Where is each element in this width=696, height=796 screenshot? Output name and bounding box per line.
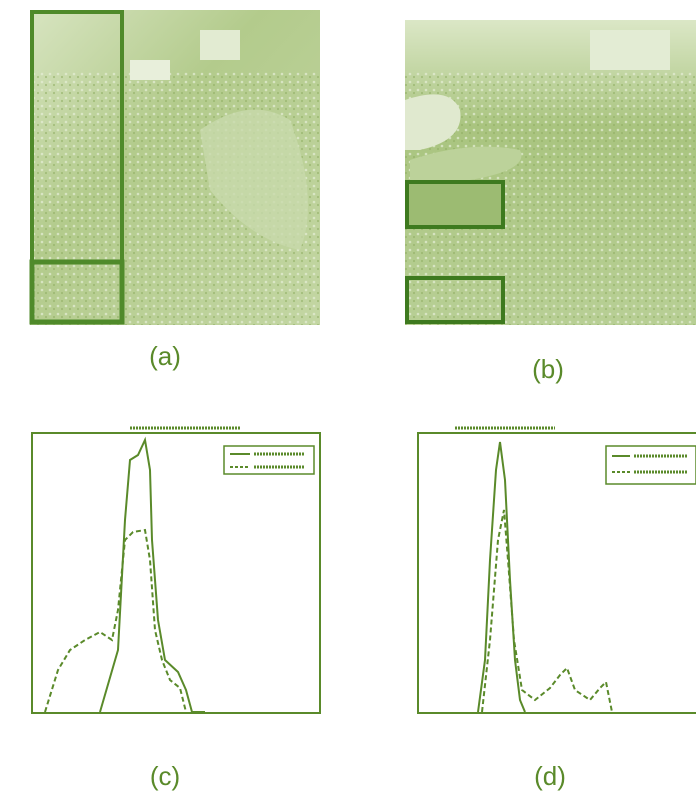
histogram-plot-c (32, 428, 320, 713)
panel-label: (b) (532, 354, 564, 384)
histogram-plot-d (418, 428, 696, 713)
figure: (a) (b) (c) (d) (0, 0, 696, 796)
panel-label: (c) (150, 761, 180, 791)
panel-label: (a) (149, 341, 181, 371)
page: (a) (b) (c) (d) (() => { const data (0, 0, 696, 796)
photo-a (30, 10, 320, 325)
photo-b (405, 20, 696, 325)
panel-label: (d) (534, 761, 566, 791)
